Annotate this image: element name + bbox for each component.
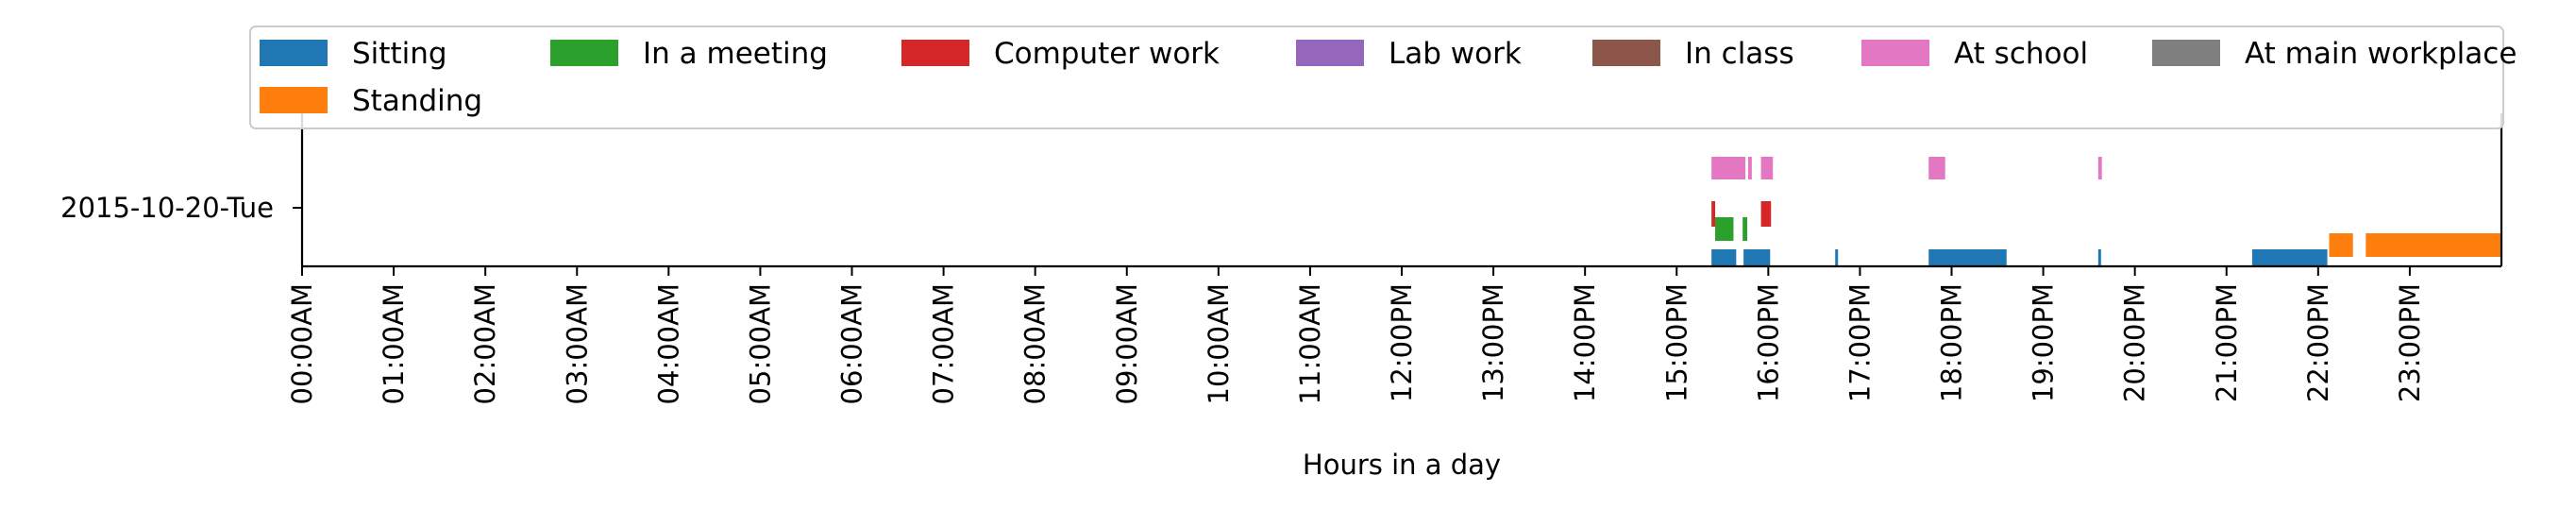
bar-computer-work-1 (1760, 201, 1772, 227)
x-tick-label: 05:00AM (744, 283, 776, 404)
x-tick-label: 11:00AM (1294, 283, 1326, 404)
bar-in-a-meeting-0 (1715, 217, 1734, 241)
x-tick-label: 00:00AM (286, 283, 318, 404)
x-tick-label: 01:00AM (378, 283, 410, 404)
legend-item-in-a-meeting: In a meeting (550, 37, 828, 71)
x-tick-label: 09:00AM (1111, 283, 1143, 404)
legend-item-at-school: At school (1861, 37, 2088, 71)
x-tick-label: 07:00AM (928, 283, 960, 404)
legend-entries: Sitting In a meeting Computer work Lab work… (260, 37, 2517, 118)
bar-at-school-3 (1928, 157, 1945, 179)
legend-item-standing: Standing (260, 84, 482, 118)
y-tick-label: 2015-10-20-Tue (60, 192, 274, 224)
bar-standing-0 (2329, 233, 2353, 257)
legend-label: Lab work (1389, 37, 1522, 71)
x-tick-label: 18:00PM (1936, 283, 1968, 402)
x-axis-ticks: 00:00AM 01:00AM 02:00AM 03:00AM 04:00AM 05:00… (286, 266, 2426, 404)
x-tick-label: 03:00AM (561, 283, 593, 404)
x-tick-label: 13:00PM (1477, 283, 1509, 402)
bar-at-school-0 (1711, 157, 1746, 179)
legend-label: Sitting (352, 37, 447, 71)
legend-label: Standing (352, 84, 482, 118)
x-tick-label: 10:00AM (1203, 283, 1235, 404)
legend-swatch (550, 40, 618, 66)
legend-frame (249, 26, 2504, 129)
plot-frame (300, 113, 2503, 268)
legend: Sitting In a meeting Computer work Lab work… (249, 26, 2517, 129)
legend-swatch (2152, 40, 2220, 66)
bar-sitting-5 (2251, 249, 2328, 266)
legend-swatch (1592, 40, 1660, 66)
bar-at-school-2 (1760, 157, 1774, 179)
legend-label: In a meeting (643, 37, 828, 71)
legend-label: At school (1954, 37, 2088, 71)
bar-sitting-1 (1743, 249, 1771, 266)
x-tick-label: 23:00PM (2394, 283, 2426, 402)
legend-item-sitting: Sitting (260, 37, 447, 71)
legend-swatch (901, 40, 969, 66)
x-axis-title: Hours in a day (1303, 449, 1501, 481)
legend-swatch (260, 87, 328, 113)
activity-bars (1711, 157, 2501, 266)
legend-label: Computer work (994, 37, 1220, 71)
bar-computer-work-0 (1711, 201, 1716, 227)
legend-item-lab-work: Lab work (1296, 37, 1522, 71)
legend-item-computer-work: Computer work (901, 37, 1220, 71)
x-tick-label: 19:00PM (2028, 283, 2060, 402)
x-tick-label: 12:00PM (1386, 283, 1418, 402)
bar-standing-1 (2366, 233, 2501, 257)
legend-label: At main workplace (2245, 37, 2517, 71)
bar-sitting-2 (1835, 249, 1839, 266)
bar-sitting-3 (1928, 249, 2007, 266)
bar-at-school-4 (2097, 157, 2102, 179)
bar-sitting-0 (1711, 249, 1737, 266)
x-tick-label: 17:00PM (1844, 283, 1876, 402)
legend-swatch (1861, 40, 1929, 66)
legend-label: In class (1685, 37, 1794, 71)
bar-at-school-1 (1747, 157, 1752, 179)
y-axis: 2015-10-20-Tue (60, 192, 302, 224)
x-tick-label: 04:00AM (652, 283, 684, 404)
bar-sitting-4 (2097, 249, 2101, 266)
x-tick-label: 21:00PM (2211, 283, 2243, 402)
x-tick-label: 16:00PM (1752, 283, 1784, 402)
legend-item-in-class: In class (1592, 37, 1794, 71)
legend-swatch (1296, 40, 1364, 66)
legend-swatch (260, 40, 328, 66)
x-tick-label: 06:00AM (836, 283, 868, 404)
x-tick-label: 14:00PM (1569, 283, 1601, 402)
x-tick-label: 20:00PM (2119, 283, 2151, 402)
x-tick-label: 15:00PM (1660, 283, 1692, 402)
x-tick-label: 02:00AM (469, 283, 501, 404)
x-tick-label: 22:00PM (2302, 283, 2334, 402)
bar-in-a-meeting-1 (1743, 217, 1748, 241)
x-tick-label: 08:00AM (1019, 283, 1052, 404)
legend-item-at-main-workplace: At main workplace (2152, 37, 2517, 71)
